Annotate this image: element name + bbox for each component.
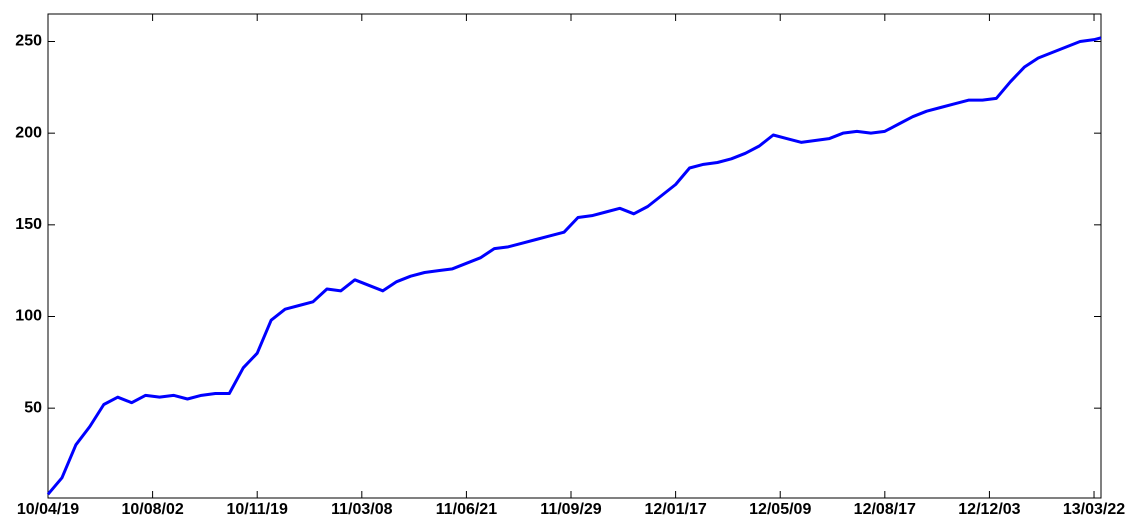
- x-tick-label: 11/09/29: [540, 501, 602, 518]
- x-tick-label: 12/08/17: [854, 501, 916, 518]
- x-tick-label: 10/08/02: [121, 501, 183, 518]
- y-tick-label: 200: [15, 124, 42, 141]
- y-tick-label: 100: [15, 308, 42, 325]
- x-tick-label: 10/11/19: [227, 501, 289, 518]
- x-tick-label: 12/05/09: [749, 501, 811, 518]
- x-tick-label: 10/04/19: [17, 501, 79, 518]
- x-tick-label: 11/06/21: [436, 501, 498, 518]
- line-series: [46, 36, 1102, 496]
- x-tick-label: 12/12/03: [958, 501, 1020, 518]
- y-tick-label: 250: [15, 33, 42, 50]
- y-tick-label: 50: [24, 399, 42, 416]
- x-tick-label: 11/03/08: [331, 501, 393, 518]
- plot-frame: [47, 13, 1102, 499]
- y-tick-label: 150: [15, 216, 42, 233]
- x-tick-label: 13/03/22: [1063, 501, 1125, 518]
- x-tick-label: 12/01/17: [644, 501, 706, 518]
